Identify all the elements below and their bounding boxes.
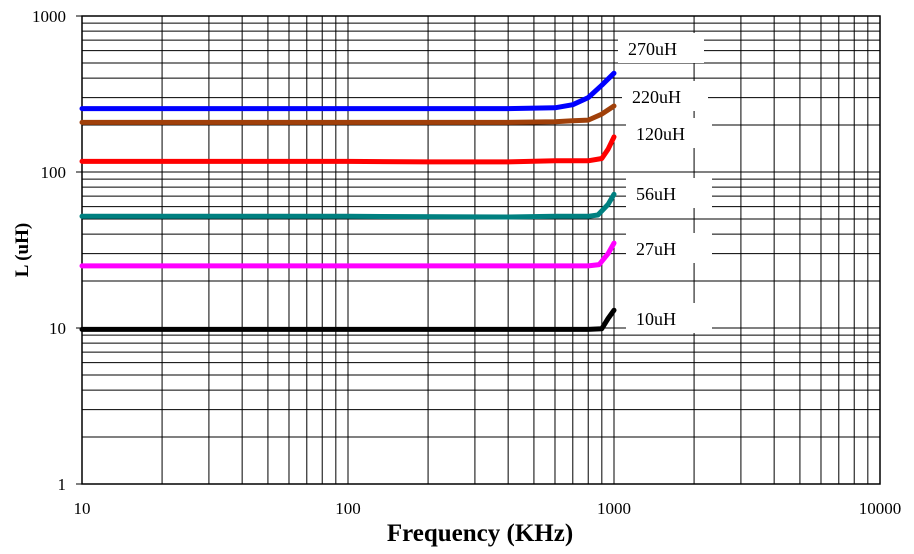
- series-label: 56uH: [636, 184, 676, 204]
- series-line: [79, 134, 617, 165]
- series-line: [79, 240, 617, 269]
- series-label: 27uH: [636, 239, 676, 259]
- series-label-box: [626, 178, 712, 208]
- series-line: [79, 70, 617, 112]
- x-tick-label: 10: [74, 499, 91, 518]
- series-label-box: [626, 303, 712, 333]
- series-label-box: [622, 81, 708, 111]
- y-tick-label: 1000: [32, 7, 66, 26]
- series-label: 220uH: [632, 87, 681, 107]
- x-tick-label: 10000: [859, 499, 902, 518]
- y-axis-title: L (uH): [12, 223, 33, 277]
- series-line: [79, 103, 617, 125]
- x-axis-title: Frequency (KHz): [387, 520, 573, 547]
- y-tick-label: 1: [58, 475, 67, 494]
- plot-area-border: [81, 15, 881, 485]
- x-tick-label: 100: [335, 499, 361, 518]
- y-tick-label: 10: [49, 319, 66, 338]
- grid: [76, 15, 881, 485]
- series-label-box: [618, 33, 704, 63]
- series-label: 120uH: [636, 124, 685, 144]
- series-lines: [79, 70, 617, 332]
- tick-labels: 10 100 1000 10000 1 10 100 1000: [32, 7, 901, 518]
- series-line: [79, 191, 617, 220]
- series-label-box: [626, 118, 712, 148]
- series-labels: 270uH 220uH 120uH 56uH 27uH 10uH: [618, 33, 712, 333]
- series-label: 10uH: [636, 309, 676, 329]
- x-tick-label: 1000: [597, 499, 631, 518]
- series-label: 270uH: [628, 39, 677, 59]
- y-tick-label: 100: [41, 163, 67, 182]
- series-line: [79, 307, 617, 332]
- series-label-box: [626, 233, 712, 263]
